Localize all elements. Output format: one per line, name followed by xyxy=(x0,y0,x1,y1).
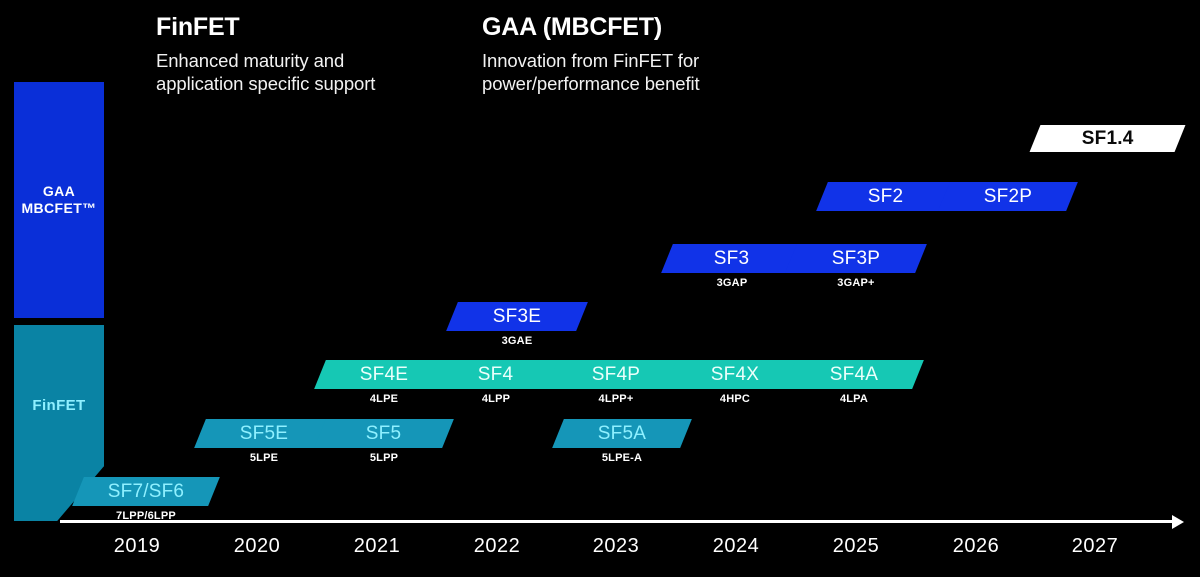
process-node-bar-sf4: SF4 xyxy=(426,360,566,389)
process-node-label-sf3: SF3 xyxy=(714,247,750,269)
process-node-sublabel-sf3: 3GAP xyxy=(716,277,748,289)
process-node-sublabel-sf4e: 4LPE xyxy=(369,393,399,405)
heading-subtitle-finfet: Enhanced maturity and application specif… xyxy=(156,49,376,95)
process-node-label-sf4x: SF4X xyxy=(710,363,760,385)
process-node-sublabel-sf5: 5LPP xyxy=(369,452,399,464)
category-label-finfet: FinFET xyxy=(32,396,86,414)
heading-subtitle-gaa: Innovation from FinFET for power/perform… xyxy=(482,49,700,95)
process-node-sf4a[interactable]: SF4A 4LPA xyxy=(784,360,924,405)
process-node-label-sf3p: SF3P xyxy=(831,247,881,269)
process-node-bar-sf5e: SF5E xyxy=(194,419,334,448)
process-node-label-sf4: SF4 xyxy=(478,363,514,385)
process-node-sf3p[interactable]: SF3P 3GAP+ xyxy=(785,244,927,289)
process-node-sublabel-sf5a: 5LPE-A xyxy=(601,452,643,464)
process-node-label-sf2p: SF2P xyxy=(983,185,1033,207)
process-node-bar-sf5a: SF5A xyxy=(552,419,692,448)
axis-year-2019: 2019 xyxy=(113,535,161,557)
process-node-label-sf5a: SF5A xyxy=(597,422,647,444)
process-node-sublabel-sf7sf6: 7LPP/6LPP xyxy=(116,510,176,522)
process-node-sf3e[interactable]: SF3E 3GAE xyxy=(446,302,588,347)
process-node-label-sf4e: SF4E xyxy=(359,363,409,385)
process-node-bar-sf4p: SF4P xyxy=(546,360,686,389)
process-node-bar-sf3e: SF3E xyxy=(446,302,588,331)
category-block-gaa-mbcfet: GAA MBCFET™ xyxy=(14,82,104,318)
process-node-sf3[interactable]: SF3 3GAP xyxy=(661,244,803,289)
process-node-sf2[interactable]: SF2 xyxy=(816,182,956,211)
axis-year-2027: 2027 xyxy=(1071,535,1119,557)
process-node-bar-sf14: SF1.4 xyxy=(1029,125,1186,152)
axis-arrow-icon xyxy=(1172,514,1184,529)
process-node-bar-sf3p: SF3P xyxy=(785,244,927,273)
process-node-label-sf3e: SF3E xyxy=(492,305,542,327)
heading-group-finfet: FinFET Enhanced maturity and application … xyxy=(156,13,466,96)
process-node-sf4[interactable]: SF4 4LPP xyxy=(426,360,566,405)
process-node-label-sf5: SF5 xyxy=(366,422,402,444)
process-node-sf4x[interactable]: SF4X 4HPC xyxy=(665,360,805,405)
axis-line xyxy=(60,520,1172,523)
process-node-sf14[interactable]: SF1.4 xyxy=(1029,125,1186,152)
process-node-sublabel-sf3p: 3GAP+ xyxy=(837,277,875,289)
process-node-bar-sf2: SF2 xyxy=(816,182,956,211)
process-node-bar-sf4x: SF4X xyxy=(665,360,805,389)
process-node-bar-sf7sf6: SF7/SF6 xyxy=(72,477,220,506)
process-node-sf5e[interactable]: SF5E 5LPE xyxy=(194,419,334,464)
process-node-bar-sf3: SF3 xyxy=(661,244,803,273)
process-node-sf7sf6[interactable]: SF7/SF6 7LPP/6LPP xyxy=(72,477,220,522)
process-node-sublabel-sf4p: 4LPP+ xyxy=(598,393,634,405)
axis-year-2024: 2024 xyxy=(712,535,760,557)
axis-year-2020: 2020 xyxy=(233,535,281,557)
process-node-label-sf2: SF2 xyxy=(868,185,904,207)
process-node-sf4p[interactable]: SF4P 4LPP+ xyxy=(546,360,686,405)
process-node-bar-sf2p: SF2P xyxy=(938,182,1078,211)
process-node-sublabel-sf5e: 5LPE xyxy=(249,452,279,464)
process-node-label-sf14: SF1.4 xyxy=(1081,127,1134,149)
process-node-sublabel-sf4: 4LPP xyxy=(481,393,511,405)
category-label-gaa-mbcfet: GAA MBCFET™ xyxy=(21,182,97,217)
process-node-sublabel-sf4x: 4HPC xyxy=(719,393,751,405)
axis-year-2026: 2026 xyxy=(952,535,1000,557)
process-node-sublabel-sf3e: 3GAE xyxy=(501,335,533,347)
heading-title-gaa: GAA (MBCFET) xyxy=(482,13,662,41)
process-node-sf5a[interactable]: SF5A 5LPE-A xyxy=(552,419,692,464)
process-node-sf5[interactable]: SF5 5LPP xyxy=(314,419,454,464)
axis-year-2022: 2022 xyxy=(473,535,521,557)
process-node-sf4e[interactable]: SF4E 4LPE xyxy=(314,360,454,405)
process-node-label-sf4a: SF4A xyxy=(829,363,879,385)
heading-group-gaa: GAA (MBCFET) Innovation from FinFET for p… xyxy=(482,13,812,96)
axis-year-2021: 2021 xyxy=(353,535,401,557)
process-node-label-sf7sf6: SF7/SF6 xyxy=(107,480,185,502)
process-node-sf2p[interactable]: SF2P xyxy=(938,182,1078,211)
axis-year-2025: 2025 xyxy=(832,535,880,557)
axis-year-2023: 2023 xyxy=(592,535,640,557)
process-node-sublabel-sf4a: 4LPA xyxy=(839,393,869,405)
heading-title-finfet: FinFET xyxy=(156,13,240,41)
process-node-label-sf5e: SF5E xyxy=(239,422,289,444)
process-node-bar-sf5: SF5 xyxy=(314,419,454,448)
process-node-bar-sf4a: SF4A xyxy=(784,360,924,389)
process-node-label-sf4p: SF4P xyxy=(591,363,641,385)
